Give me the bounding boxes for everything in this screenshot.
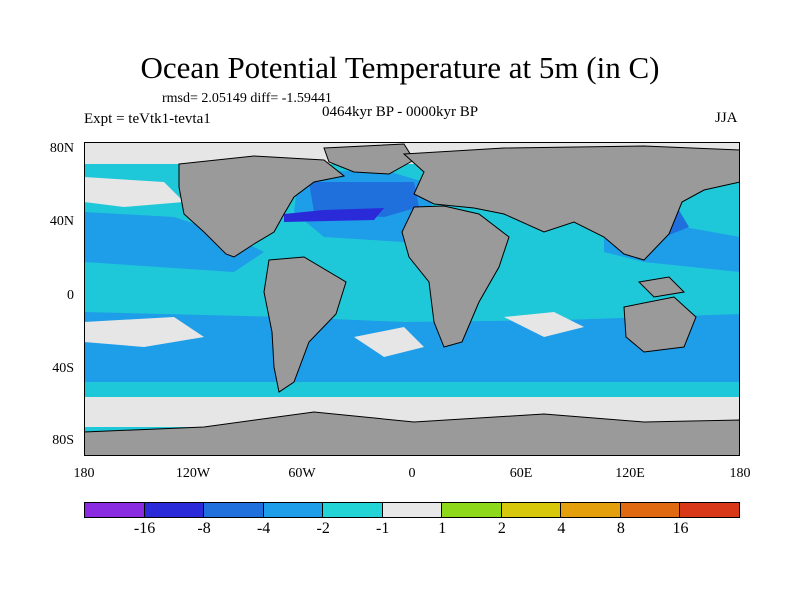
colorbar-label: -2 [316, 520, 330, 537]
colorbar-label: -16 [133, 520, 156, 537]
colorbar-box [322, 502, 383, 518]
colorbar-box [84, 502, 145, 518]
north-america [178, 155, 346, 258]
lon-label-120w: 120W [175, 466, 211, 481]
lon-label-60e: 60E [509, 466, 533, 481]
neutral-patch-south-pacific [84, 317, 204, 347]
greenland [323, 143, 415, 175]
cooling-strong-north-atlantic [309, 182, 419, 217]
lat-label-40s: 40S [52, 361, 74, 376]
colorbar-label: -4 [256, 520, 271, 537]
lat-label-40n: 40N [49, 214, 74, 229]
lat-label-80n: 80N [49, 141, 74, 156]
colorbar-box [441, 502, 502, 518]
colorbar-label: 4 [557, 520, 566, 537]
antarctica [84, 411, 740, 456]
colorbar-label: 8 [616, 520, 625, 537]
colorbar-box [679, 502, 741, 518]
lon-label-0: 0 [408, 466, 416, 481]
se-asia-islands [637, 276, 686, 298]
lon-label-120e: 120E [615, 466, 645, 481]
colorbar-box [262, 502, 324, 518]
lat-label-80s: 80S [52, 433, 74, 448]
africa [401, 205, 510, 348]
colorbar-label: -1 [376, 520, 390, 537]
lon-label-60w: 60W [288, 466, 316, 481]
colorbar-label: 16 [672, 520, 689, 537]
neutral-patch-south-atlantic [354, 327, 424, 357]
map-frame [84, 142, 740, 456]
eurasia [402, 145, 740, 261]
stats-text: rmsd= 2.05149 diff= -1.59441 [162, 91, 332, 106]
neutral-patch-north-pacific [84, 177, 184, 207]
lat-label-0: 0 [67, 288, 74, 303]
colorbar-label: 2 [497, 520, 506, 537]
season-label: JJA [715, 110, 738, 126]
cooling-band-north-pacific [84, 212, 264, 272]
colorbar-box [500, 502, 562, 518]
colorbar-box [560, 502, 621, 518]
colorbar-box [143, 502, 205, 518]
cooling-max-north-atlantic [284, 208, 384, 222]
colorbar-box [619, 502, 681, 518]
lon-label-180w: 180 [73, 466, 95, 481]
australia [623, 296, 697, 353]
colorbar-label: 1 [438, 520, 447, 537]
land [84, 143, 740, 456]
colorbar-box [203, 502, 264, 518]
south-america [263, 256, 347, 393]
neutral-patch-indian [504, 312, 584, 337]
lon-label-180e: 180 [729, 466, 751, 481]
temperature-map [84, 142, 740, 456]
colorbar-label: -8 [197, 520, 211, 537]
colorbar-box [381, 502, 443, 518]
colorbar [84, 502, 741, 518]
period-label: 0464kyr BP - 0000kyr BP [322, 104, 479, 120]
experiment-label: Expt = teVtk1-tevta1 [84, 111, 211, 127]
plot-title: Ocean Potential Temperature at 5m (in C) [140, 50, 660, 85]
